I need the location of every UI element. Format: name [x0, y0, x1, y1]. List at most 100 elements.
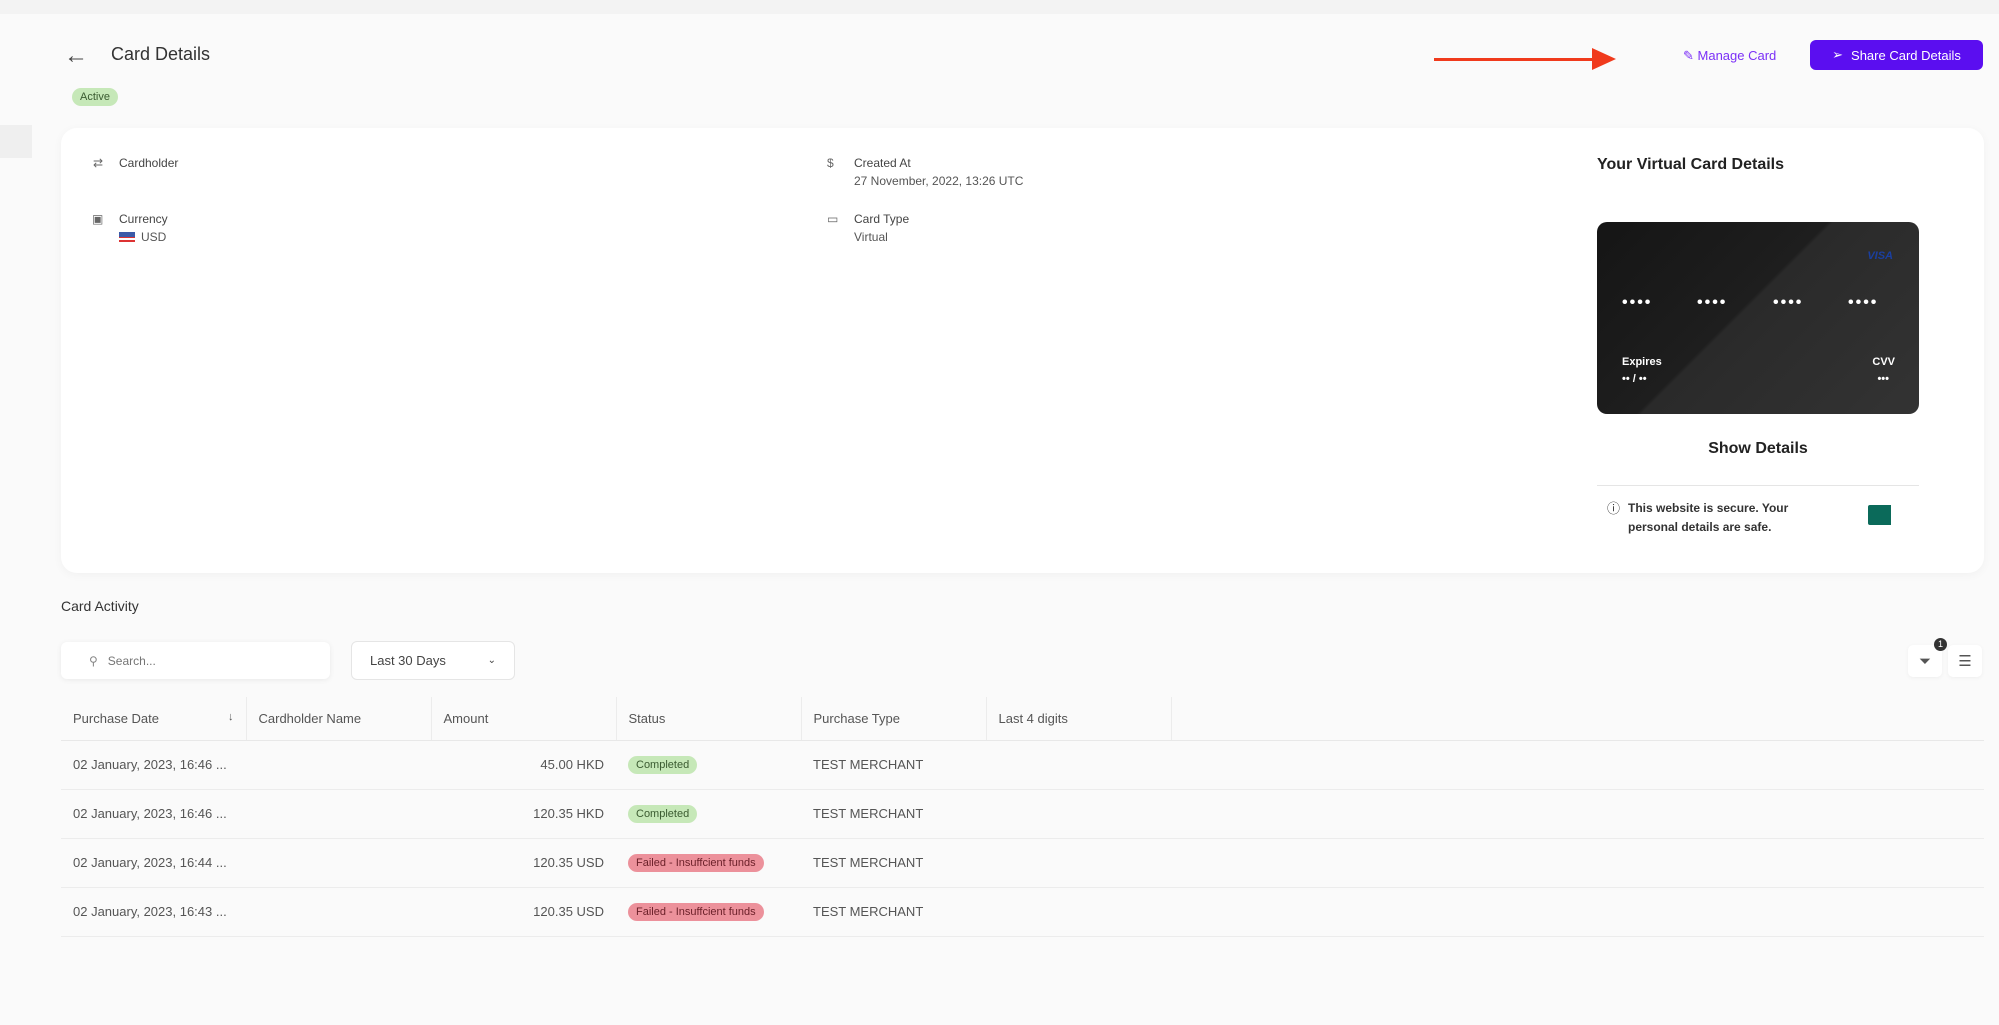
currency-value: USD — [119, 230, 168, 244]
back-arrow-icon[interactable]: ← — [64, 42, 88, 69]
virtual-card-title: Your Virtual Card Details — [1597, 156, 1785, 173]
spacer-cell — [1171, 789, 1984, 839]
expires-value: •• / •• — [1622, 373, 1647, 385]
transfer-icon: ⇄ — [93, 156, 104, 170]
filter-icon: ⏷ — [1918, 652, 1931, 670]
annotation-arrow — [1434, 58, 1594, 61]
share-card-details-button[interactable]: ➢ Share Card Details — [1810, 40, 1983, 70]
currency-icon: ▣ — [92, 212, 104, 226]
last-4-digits-cell — [986, 789, 1171, 839]
table-row[interactable]: 02 January, 2023, 16:43 ... 120.35 USD F… — [61, 887, 1984, 937]
column-header-purchase-type[interactable]: Purchase Type — [801, 697, 987, 741]
column-header-spacer — [1171, 697, 1984, 741]
status-badge: Completed — [628, 804, 698, 823]
status-cell: Completed — [616, 789, 801, 839]
expires-label: Expires — [1622, 356, 1662, 368]
table-row[interactable]: 02 January, 2023, 16:44 ... 120.35 USD F… — [61, 838, 1984, 888]
purchase-date-cell: 02 January, 2023, 16:44 ... — [61, 838, 246, 888]
last-4-digits-cell — [986, 887, 1171, 937]
cardholder-name-cell — [246, 887, 431, 937]
column-header-status[interactable]: Status — [616, 697, 802, 741]
cvv-label: CVV — [1872, 356, 1895, 368]
purchase-type-cell: TEST MERCHANT — [801, 740, 986, 790]
card-number-group: •••• — [1848, 294, 1879, 311]
share-label: Share Card Details — [1851, 47, 1961, 63]
table-row[interactable]: 02 January, 2023, 16:46 ... 120.35 HKD C… — [61, 789, 1984, 839]
amount-cell: 120.35 HKD — [431, 789, 616, 839]
pci-dss-logo — [1868, 505, 1910, 525]
purchase-date-cell: 02 January, 2023, 16:46 ... — [61, 740, 246, 790]
status-cell: Failed - Insuffcient funds — [616, 887, 801, 937]
purchase-type-cell: TEST MERCHANT — [801, 838, 986, 888]
status-badge: Active — [72, 88, 118, 106]
us-flag-icon — [119, 232, 135, 244]
card-number-group: •••• — [1697, 294, 1728, 311]
purchase-date-cell: 02 January, 2023, 16:43 ... — [61, 887, 246, 937]
status-badge: Failed - Insuffcient funds — [628, 853, 764, 872]
spacer-cell — [1171, 740, 1984, 790]
amount-cell: 120.35 USD — [431, 838, 616, 888]
card-activity-title: Card Activity — [61, 598, 139, 614]
cvv-value: ••• — [1877, 373, 1889, 385]
status-cell: Completed — [616, 740, 801, 790]
status-badge: Completed — [628, 755, 698, 774]
last-4-digits-cell — [986, 838, 1171, 888]
card-type-value: Virtual — [854, 230, 888, 244]
column-header-last-4-digits[interactable]: Last 4 digits — [986, 697, 1172, 741]
sort-icon: ☰ — [1958, 653, 1972, 670]
purchase-date-cell: 02 January, 2023, 16:46 ... — [61, 789, 246, 839]
cardholder-name-cell — [246, 789, 431, 839]
search-input[interactable] — [107, 653, 288, 668]
last-4-digits-cell — [986, 740, 1171, 790]
date-range-dropdown[interactable]: Last 30 Days ⌄ — [351, 641, 515, 680]
secure-notice: This website is secure. Your personal de… — [1628, 501, 1789, 534]
column-header-purchase-date[interactable]: Purchase Date ↓ — [61, 697, 247, 741]
filter-count-badge: 1 — [1934, 638, 1947, 651]
manage-card-label: Manage Card — [1697, 48, 1777, 63]
currency-label: Currency — [119, 212, 168, 226]
wrench-icon: ✎ — [1683, 48, 1698, 63]
divider — [1597, 485, 1919, 486]
chevron-down-icon: ⌄ — [487, 655, 496, 666]
calendar-icon: ▭ — [827, 212, 839, 226]
sidebar-fragment — [0, 125, 32, 158]
column-header-amount[interactable]: Amount — [431, 697, 617, 741]
sort-down-icon: ↓ — [228, 710, 234, 723]
column-label: Purchase Date — [73, 710, 159, 726]
spacer-cell — [1171, 887, 1984, 937]
visa-logo: VISA — [1867, 250, 1893, 262]
cardholder-name-cell — [246, 740, 431, 790]
column-header-cardholder-name[interactable]: Cardholder Name — [246, 697, 432, 741]
card-number-group: •••• — [1622, 294, 1653, 311]
currency-code: USD — [141, 230, 167, 244]
send-icon: ➢ — [1832, 47, 1844, 62]
sort-button[interactable]: ☰ — [1948, 645, 1982, 677]
card-number-group: •••• — [1773, 294, 1804, 311]
table-row[interactable]: 02 January, 2023, 16:46 ... 45.00 HKD Co… — [61, 740, 1984, 790]
status-badge: Failed - Insuffcient funds — [628, 902, 764, 921]
status-cell: Failed - Insuffcient funds — [616, 838, 801, 888]
virtual-card-image: VISA •••• •••• •••• •••• Expires •• / ••… — [1597, 222, 1919, 414]
info-icon: ⓘ — [1607, 501, 1621, 516]
cardholder-name-cell — [246, 838, 431, 888]
date-range-value: Last 30 Days — [370, 653, 446, 668]
show-details-button[interactable]: Show Details — [1708, 440, 1808, 457]
amount-cell: 120.35 USD — [431, 887, 616, 937]
spacer-cell — [1171, 838, 1984, 888]
filter-button[interactable]: ⏷ — [1908, 645, 1942, 677]
created-value: 27 November, 2022, 13:26 UTC — [854, 174, 1024, 188]
cardholder-label: Cardholder — [119, 156, 179, 170]
search-icon: ⚲ — [89, 653, 98, 668]
card-type-label: Card Type — [854, 212, 910, 226]
created-dollar-icon: $ — [827, 156, 834, 170]
manage-card-button[interactable]: ✎ Manage Card — [1683, 48, 1776, 64]
amount-cell: 45.00 HKD — [431, 740, 616, 790]
page-title: Card Details — [111, 44, 211, 64]
annotation-arrow-head — [1592, 48, 1616, 70]
purchase-type-cell: TEST MERCHANT — [801, 887, 986, 937]
top-bar — [0, 0, 1999, 14]
purchase-type-cell: TEST MERCHANT — [801, 789, 986, 839]
activity-table: Purchase Date ↓ Cardholder Name Amount St… — [61, 697, 1984, 937]
created-label: Created At — [854, 156, 911, 170]
search-box[interactable]: ⚲ — [61, 642, 330, 679]
